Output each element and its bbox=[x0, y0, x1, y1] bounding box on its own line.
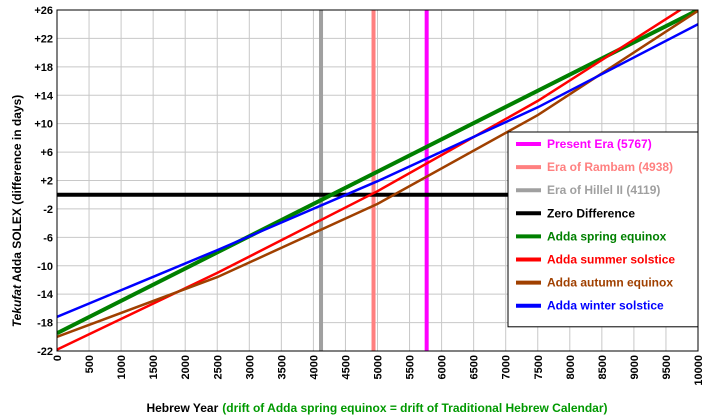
x-tick-label: 7500 bbox=[533, 355, 545, 379]
legend-label: Zero Difference bbox=[547, 206, 635, 220]
x-tick-label: 5000 bbox=[373, 355, 385, 379]
legend: Present Era (5767) Era of Rambam (4938) Er… bbox=[507, 131, 699, 328]
x-tick-label: 6500 bbox=[469, 355, 481, 379]
x-axis-label-note: (drift of Adda spring equinox = drift of… bbox=[222, 401, 607, 415]
series-line bbox=[57, 10, 683, 351]
legend-label: Adda winter solstice bbox=[547, 299, 664, 313]
series-line bbox=[57, 23, 698, 319]
y-tick-label: -6 bbox=[43, 232, 53, 244]
x-tick-label: 3000 bbox=[244, 355, 256, 379]
x-tick-label: 1000 bbox=[116, 355, 128, 379]
legend-label: Adda summer solstice bbox=[547, 253, 675, 267]
x-tick-label: 7000 bbox=[501, 355, 513, 379]
era-lines bbox=[319, 10, 429, 351]
x-axis-label: Hebrew Year (drift of Adda spring equinox… bbox=[146, 401, 607, 415]
y-axis-label: Tekufat Adda SOLEX (difference in days) bbox=[10, 95, 24, 328]
series-lines bbox=[57, 10, 698, 351]
x-tick-label: 9500 bbox=[661, 355, 673, 379]
x-axis-label-main: Hebrew Year bbox=[146, 401, 218, 415]
y-tick-label: +14 bbox=[34, 90, 54, 102]
legend-box bbox=[507, 131, 699, 328]
x-tick-labels: 0 500 1000 1500 2000 2500 3000 3500 4000 4500 5000… bbox=[52, 355, 705, 386]
x-tick-label: 3500 bbox=[276, 355, 288, 379]
x-tick-label: 0 bbox=[52, 355, 64, 361]
legend-label: Era of Rambam (4938) bbox=[547, 160, 673, 174]
x-tick-label: 4500 bbox=[340, 355, 352, 379]
y-tick-label: -10 bbox=[37, 261, 53, 273]
x-tick-label: 9000 bbox=[629, 355, 641, 379]
x-tick-label: 10000 bbox=[693, 355, 705, 386]
legend-label: Adda autumn equinox bbox=[547, 276, 673, 290]
x-tick-label: 6000 bbox=[437, 355, 449, 379]
legend-label: Era of Hillel II (4119) bbox=[547, 183, 660, 197]
legend-label: Present Era (5767) bbox=[547, 137, 652, 151]
y-tick-labels: -22 -18 -14 -10 -6 -2 +2 +6 +10 +14 +18 +22 +26 bbox=[34, 5, 54, 358]
y-tick-label: -2 bbox=[43, 204, 53, 216]
x-tick-label: 1500 bbox=[148, 355, 160, 379]
series-line bbox=[57, 10, 698, 335]
y-tick-label: +6 bbox=[40, 147, 53, 159]
x-tick-label: 500 bbox=[84, 355, 96, 373]
y-tick-label: -18 bbox=[37, 318, 53, 330]
y-tick-label: +10 bbox=[34, 119, 53, 131]
x-tick-label: 8500 bbox=[597, 355, 609, 379]
y-tick-label: +18 bbox=[34, 62, 53, 74]
y-tick-label: +26 bbox=[34, 5, 53, 17]
x-tick-label: 2000 bbox=[180, 355, 192, 379]
legend-label: Adda spring equinox bbox=[547, 229, 667, 243]
x-tick-label: 4000 bbox=[308, 355, 320, 379]
y-tick-label: -14 bbox=[37, 289, 54, 301]
x-tick-label: 8000 bbox=[565, 355, 577, 379]
y-tick-label: +2 bbox=[40, 176, 53, 188]
y-tick-label: -22 bbox=[37, 346, 53, 358]
x-tick-label: 5500 bbox=[405, 355, 417, 379]
x-tick-label: 2500 bbox=[212, 355, 224, 379]
y-tick-label: +22 bbox=[34, 33, 53, 45]
